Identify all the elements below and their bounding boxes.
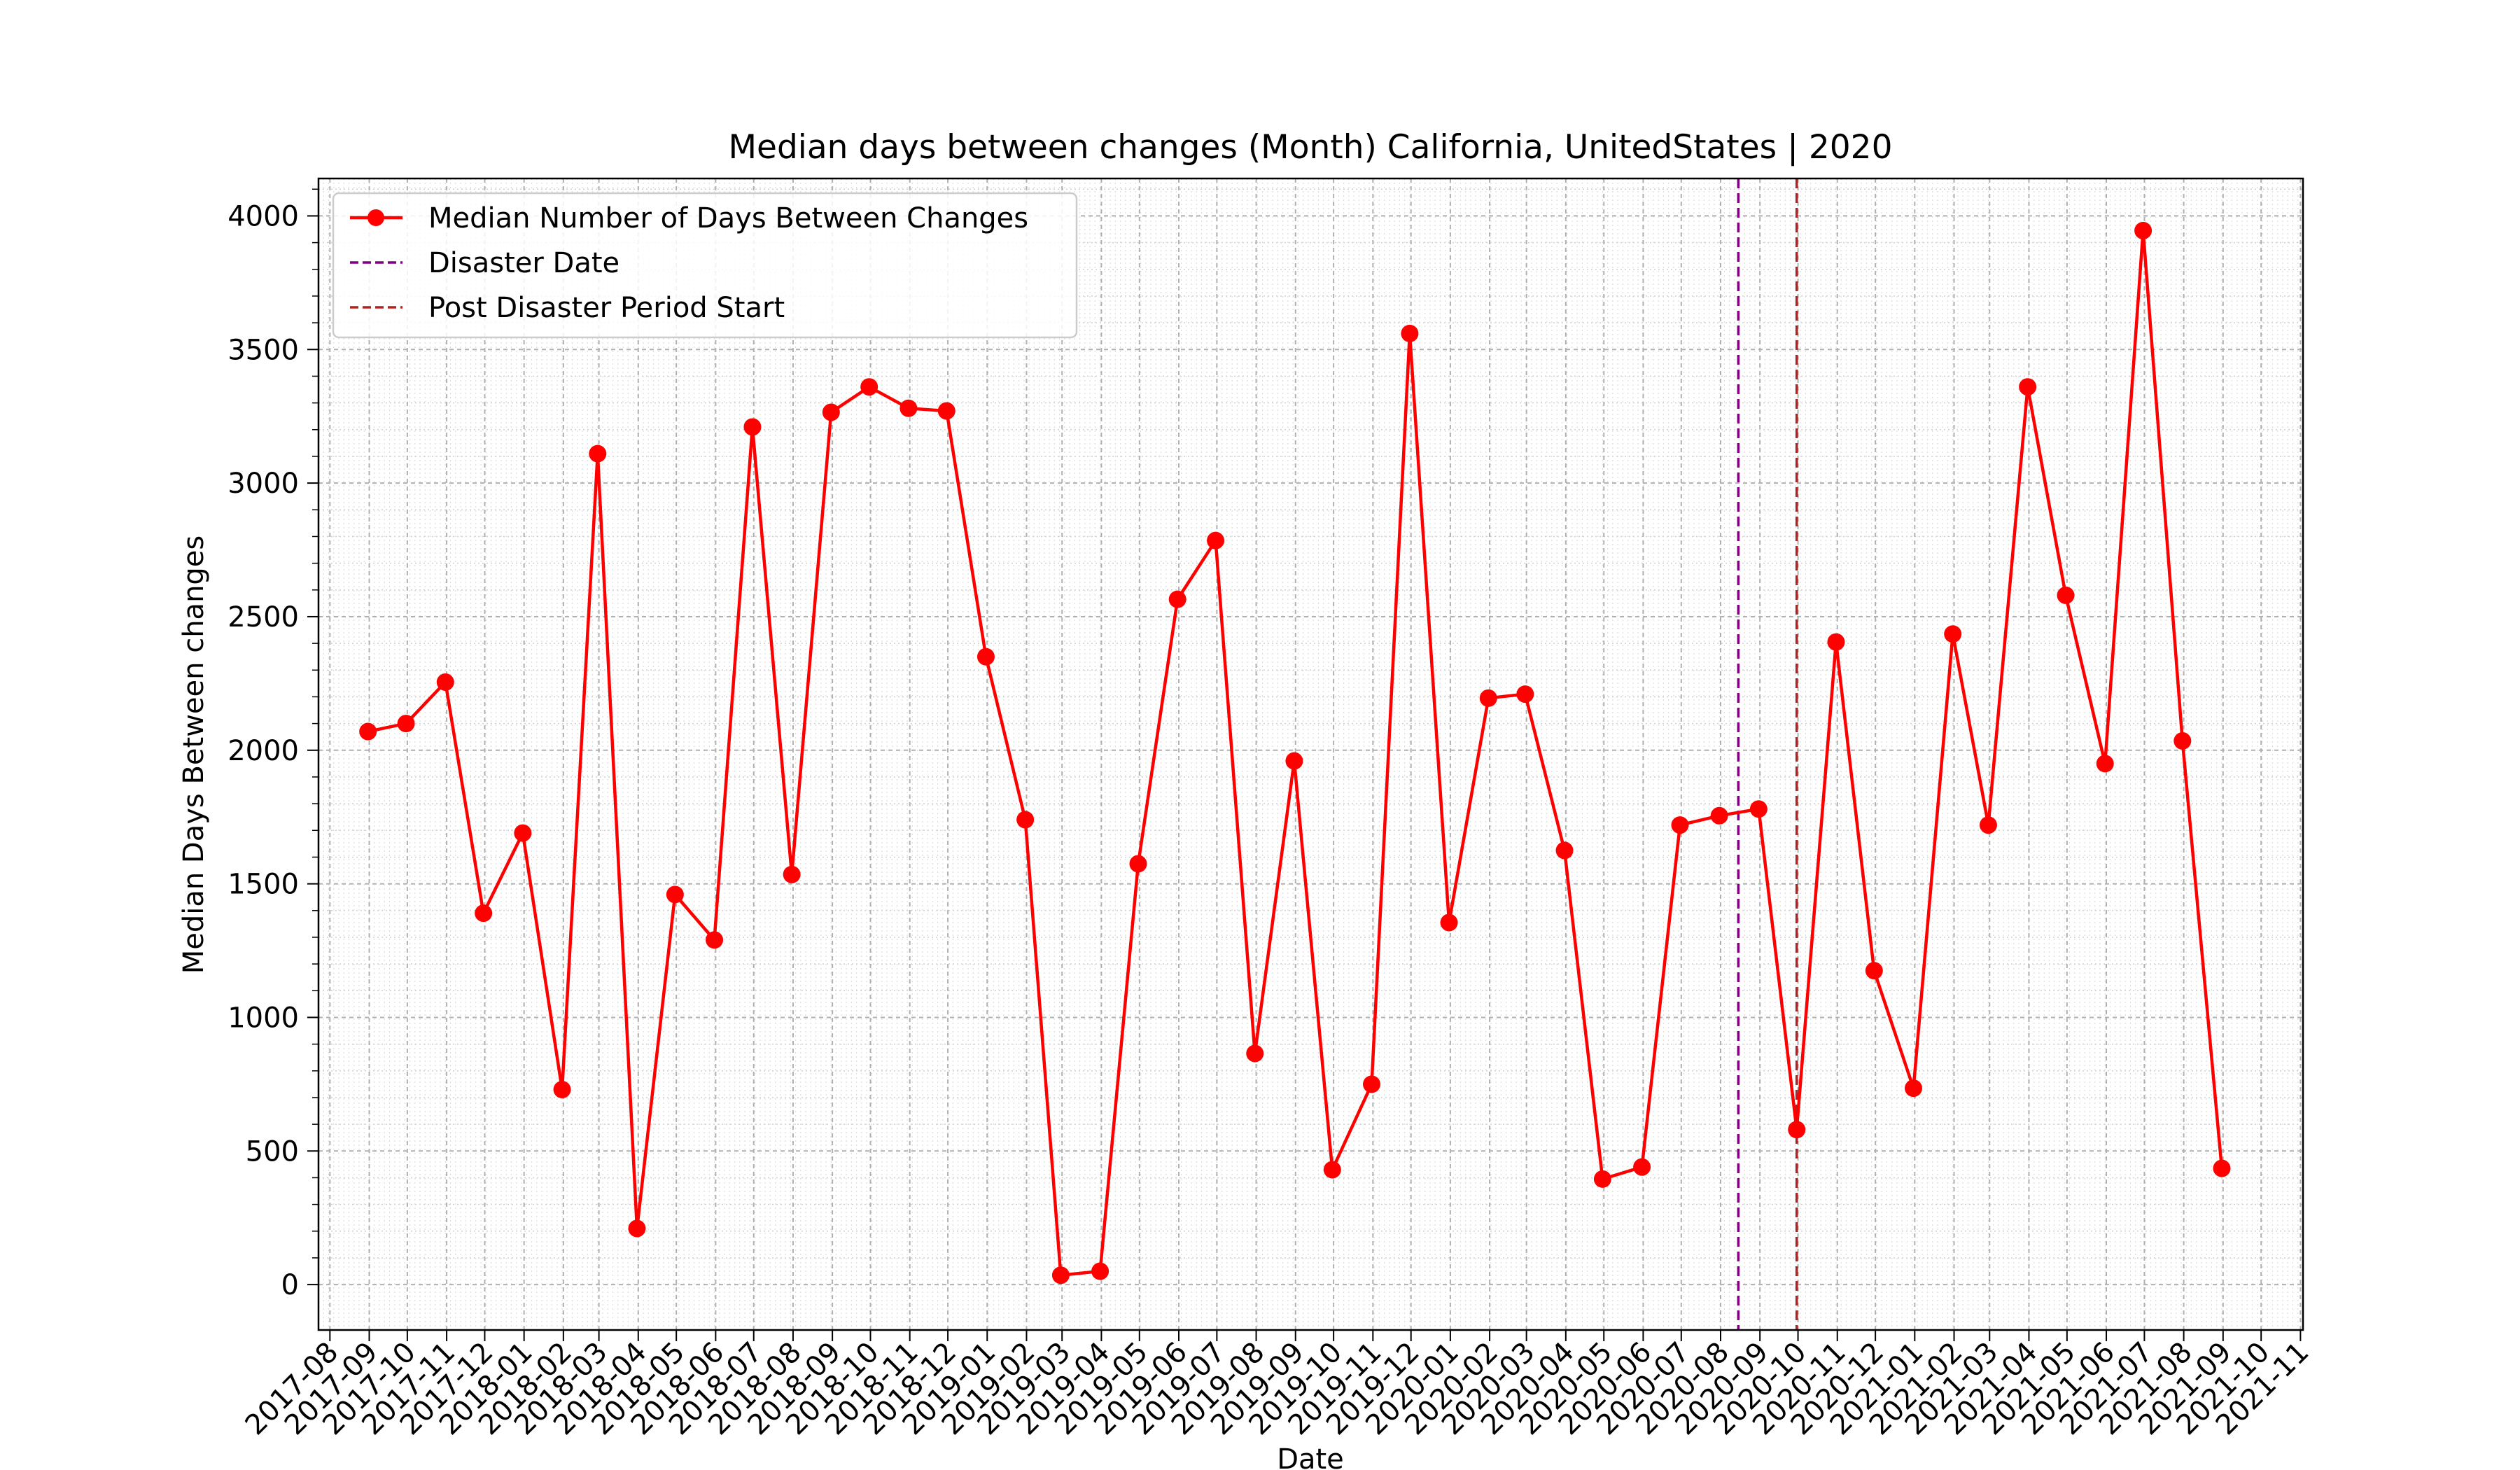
legend-post-disaster-label: Post Disaster Period Start [428, 292, 785, 324]
data-point [436, 673, 454, 691]
data-point [1944, 625, 1962, 643]
y-tick-label: 2500 [227, 601, 299, 634]
y-axis-label: Median Days Between changes [178, 536, 210, 974]
data-point [2019, 378, 2037, 396]
data-point [2134, 221, 2152, 239]
data-point [1749, 800, 1768, 818]
data-point [1633, 1158, 1651, 1176]
y-tick-label: 0 [281, 1269, 299, 1301]
data-point [475, 904, 493, 923]
plot-frame [317, 177, 2304, 1331]
y-tick-label: 3000 [227, 468, 299, 500]
data-point [1323, 1161, 1341, 1179]
data-point [706, 931, 724, 949]
data-point [937, 402, 955, 420]
data-point [2174, 732, 2192, 750]
data-point [860, 378, 878, 396]
y-tick-label: 3500 [227, 334, 299, 366]
data-point [2096, 755, 2114, 773]
data-point [2213, 1159, 2231, 1177]
data-point [783, 865, 801, 883]
data-point [1285, 752, 1303, 770]
y-tick-label: 500 [246, 1135, 299, 1168]
minor-gridlines [318, 178, 2303, 1330]
x-axis-ticks: 2017-082017-092017-102017-112017-122018-… [239, 1330, 2315, 1441]
data-point [1516, 685, 1534, 704]
data-point [976, 648, 995, 666]
data-point [1555, 841, 1574, 860]
y-axis-ticks: 0 500 1000 1500 2000 2500 3000 3500 4000 [227, 188, 318, 1301]
data-point [553, 1080, 571, 1098]
data-point [822, 403, 840, 421]
legend: Median Number of Days Between Changes Di… [332, 192, 1078, 339]
data-point [1091, 1262, 1110, 1280]
data-point [1905, 1079, 1923, 1098]
data-point [1827, 633, 1845, 651]
data-point [2057, 586, 2075, 604]
data-point [1207, 531, 1225, 550]
data-point [666, 886, 684, 904]
y-tick-label: 4000 [227, 200, 299, 232]
data-point [514, 824, 532, 842]
legend-series-label: Median Number of Days Between Changes [428, 202, 1028, 234]
data-point [1788, 1121, 1806, 1139]
data-point [397, 715, 415, 733]
y-tick-label: 1500 [227, 869, 299, 901]
chart-title: Median days between changes (Month) Cali… [729, 128, 1893, 167]
data-point [1129, 855, 1147, 873]
data-point [1246, 1044, 1264, 1063]
data-point [589, 444, 607, 463]
data-point [1168, 590, 1186, 608]
legend-disaster-date-label: Disaster Date [428, 247, 620, 279]
legend-box [332, 192, 1078, 339]
data-point [1016, 811, 1035, 829]
data-point [1440, 913, 1458, 932]
data-point [1671, 816, 1689, 834]
data-point [359, 722, 377, 741]
data-point [1479, 689, 1497, 707]
data-point [743, 418, 762, 436]
data-point [1865, 962, 1883, 980]
data-point [1593, 1170, 1611, 1188]
data-point [1710, 806, 1728, 825]
x-axis-label: Date [1277, 1443, 1344, 1470]
y-tick-label: 1000 [227, 1002, 299, 1034]
data-point [899, 399, 918, 417]
data-point [1979, 816, 1997, 834]
data-series [359, 221, 2231, 1284]
legend-series-marker-swatch [368, 209, 384, 226]
data-point [1051, 1266, 1070, 1284]
data-point [1401, 324, 1419, 342]
data-point [1363, 1075, 1381, 1093]
y-tick-label: 2000 [227, 735, 299, 767]
data-point [628, 1219, 646, 1238]
